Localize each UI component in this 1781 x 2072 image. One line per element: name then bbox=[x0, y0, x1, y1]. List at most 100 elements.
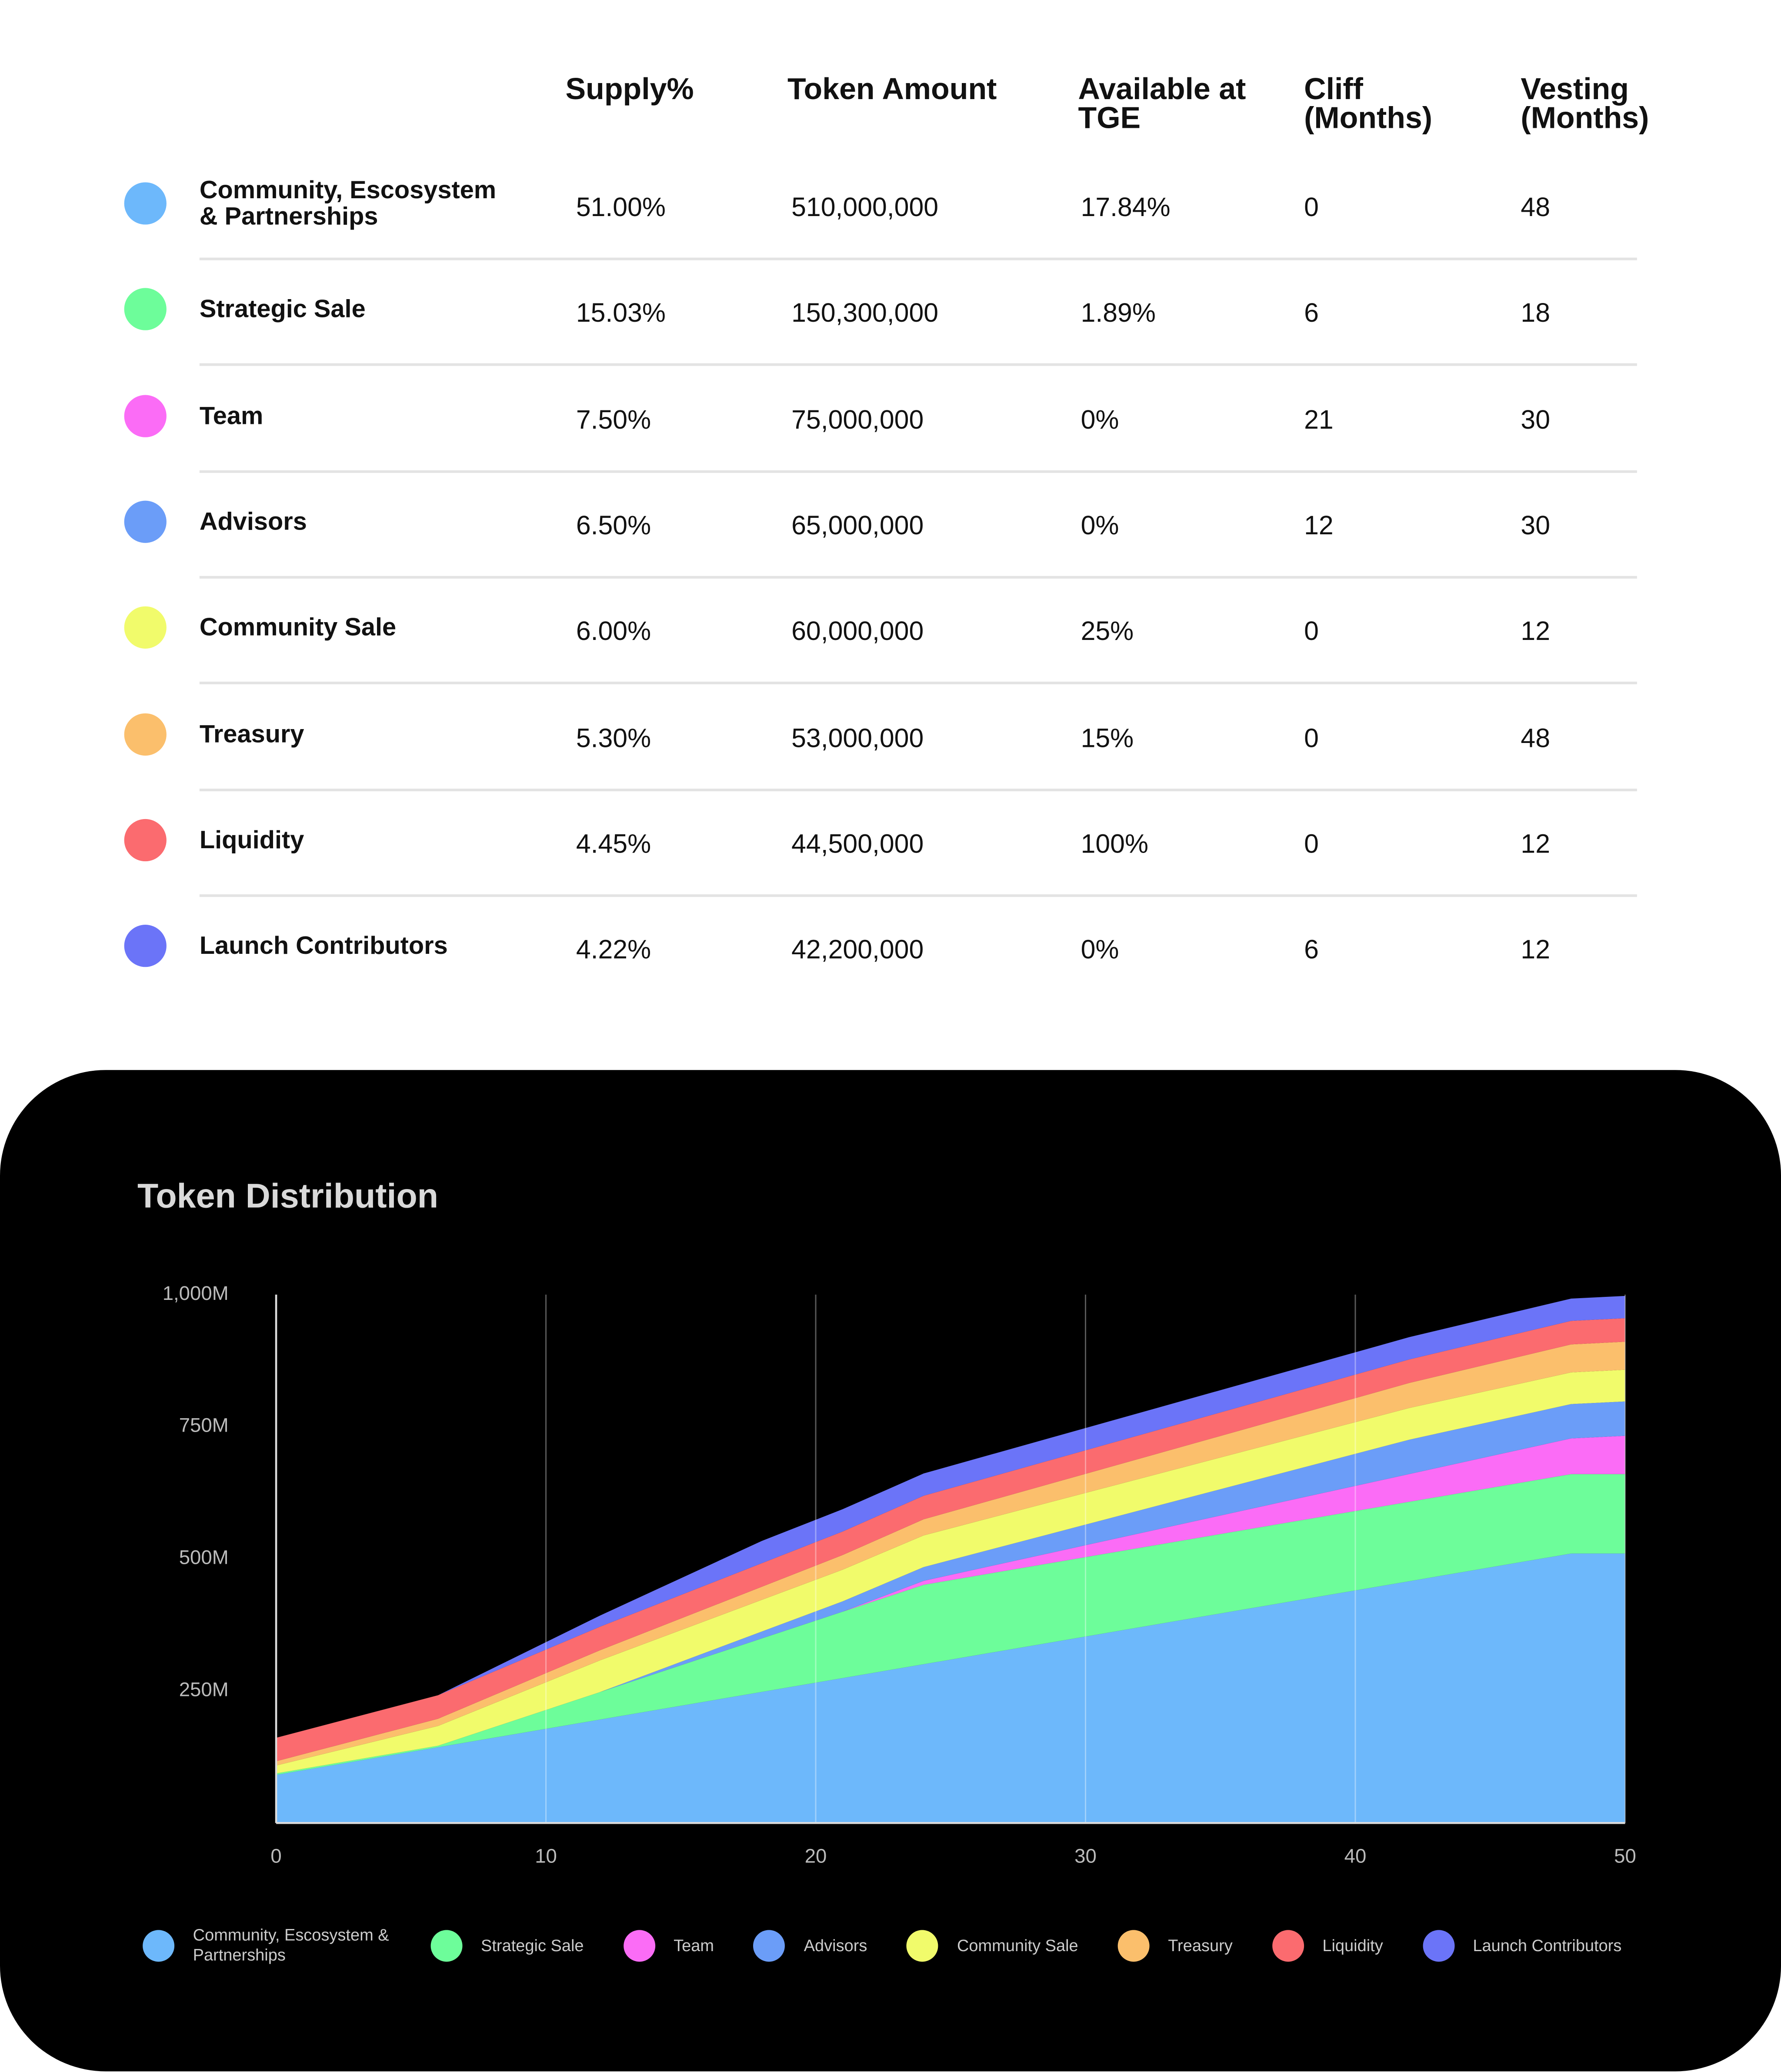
table-cell: 75,000,000 bbox=[791, 406, 924, 435]
legend-item: Treasury bbox=[1117, 1930, 1233, 1962]
table-cell: 1.89% bbox=[1081, 300, 1156, 329]
column-header: Cliff (Months) bbox=[1304, 71, 1433, 135]
area bbox=[276, 1318, 1625, 1762]
table-cell: 0 bbox=[1304, 830, 1319, 859]
column-header: Available at TGE bbox=[1078, 71, 1246, 135]
table-cell: 100% bbox=[1081, 830, 1149, 859]
table-cell: 7.50% bbox=[576, 406, 651, 435]
table-cell: 6.00% bbox=[576, 618, 651, 647]
legend-label: Team bbox=[674, 1936, 714, 1955]
table-cell: 0 bbox=[1304, 618, 1319, 647]
table-cell: 0 bbox=[1304, 724, 1319, 753]
table-cell: 30 bbox=[1521, 406, 1551, 435]
legend-item: Strategic Sale bbox=[430, 1930, 584, 1962]
table-cell: 53,000,000 bbox=[791, 724, 924, 753]
column-header: Token Amount bbox=[787, 71, 997, 106]
legend-swatch bbox=[1117, 1930, 1150, 1962]
y-tick-label: 250M bbox=[179, 1678, 229, 1700]
legend-swatch bbox=[623, 1930, 655, 1962]
legend-label: Community, Escosystem & Partnerships bbox=[193, 1926, 389, 1965]
table-cell: 510,000,000 bbox=[791, 193, 939, 223]
x-tick-label: 40 bbox=[1344, 1845, 1367, 1867]
legend-swatch bbox=[907, 1930, 939, 1962]
table-cell: 48 bbox=[1521, 724, 1551, 753]
row-name: Launch Contributors bbox=[199, 933, 448, 961]
legend-label: Treasury bbox=[1168, 1936, 1233, 1955]
legend-label: Launch Contributors bbox=[1473, 1936, 1622, 1955]
row-dot bbox=[124, 925, 167, 967]
legend-swatch bbox=[1422, 1930, 1454, 1962]
table-cell: 51.00% bbox=[576, 193, 666, 223]
x-tick-label: 0 bbox=[270, 1845, 281, 1867]
table-cell: 12 bbox=[1304, 512, 1334, 541]
table-cell: 25% bbox=[1081, 618, 1134, 647]
row-dot bbox=[124, 606, 167, 649]
table-cell: 0% bbox=[1081, 512, 1119, 541]
row-divider bbox=[199, 470, 1637, 473]
y-tick-label: 1,000M bbox=[163, 1282, 229, 1304]
chart-card: Token Distribution 0 10 20 30 40 50 250M 500M 75… bbox=[0, 1070, 1781, 2072]
x-tick-label: 20 bbox=[805, 1845, 827, 1867]
table-cell: 30 bbox=[1521, 512, 1551, 541]
table-cell: 0 bbox=[1304, 193, 1319, 223]
row-dot bbox=[124, 288, 167, 331]
table-cell: 21 bbox=[1304, 406, 1334, 435]
legend-swatch bbox=[754, 1930, 786, 1962]
table-cell: 6 bbox=[1304, 936, 1319, 965]
legend-swatch bbox=[430, 1930, 463, 1962]
row-dot bbox=[124, 819, 167, 861]
table-cell: 12 bbox=[1521, 830, 1551, 859]
table-cell: 12 bbox=[1521, 936, 1551, 965]
row-name: Strategic Sale bbox=[199, 296, 366, 324]
chart-title: Token Distribution bbox=[137, 1176, 439, 1216]
column-header: Vesting (Months) bbox=[1521, 71, 1649, 135]
table-cell: 15.03% bbox=[576, 300, 666, 329]
table-cell: 6 bbox=[1304, 300, 1319, 329]
legend-swatch bbox=[1272, 1930, 1304, 1962]
row-dot bbox=[124, 182, 167, 225]
table-cell: 5.30% bbox=[576, 724, 651, 753]
row-name: Community, Escosystem & Partnerships bbox=[199, 177, 497, 231]
table-cell: 65,000,000 bbox=[791, 512, 924, 541]
row-name: Liquidity bbox=[199, 826, 304, 855]
area bbox=[276, 1553, 1625, 1823]
area bbox=[276, 1436, 1625, 1774]
legend: Community, Escosystem & Partnerships Stra… bbox=[143, 1926, 1661, 1965]
legend-swatch bbox=[143, 1930, 175, 1962]
legend-label: Community Sale bbox=[957, 1936, 1078, 1955]
table-cell: 4.22% bbox=[576, 936, 651, 965]
table-cell: 6.50% bbox=[576, 512, 651, 541]
chart: 0 10 20 30 40 50 250M 500M 750M 1,000M bbox=[163, 1282, 1636, 1867]
legend-item: Liquidity bbox=[1272, 1930, 1383, 1962]
area bbox=[276, 1296, 1625, 1738]
table-cell: 0% bbox=[1081, 406, 1119, 435]
area bbox=[276, 1474, 1625, 1775]
area bbox=[276, 1401, 1625, 1774]
legend-item: Community Sale bbox=[907, 1930, 1078, 1962]
y-tick-label: 500M bbox=[179, 1546, 229, 1569]
legend-label: Strategic Sale bbox=[481, 1936, 584, 1955]
x-tick-label: 10 bbox=[535, 1845, 557, 1867]
row-divider bbox=[199, 257, 1637, 260]
legend-item: Community, Escosystem & Partnerships bbox=[143, 1926, 391, 1965]
legend-item: Team bbox=[623, 1930, 714, 1962]
row-dot bbox=[124, 500, 167, 543]
x-tick-label: 50 bbox=[1614, 1845, 1636, 1867]
table-cell: 17.84% bbox=[1081, 193, 1171, 223]
row-divider bbox=[199, 363, 1637, 366]
table-cell: 42,200,000 bbox=[791, 936, 924, 965]
row-divider bbox=[199, 788, 1637, 791]
row-divider bbox=[199, 576, 1637, 579]
area bbox=[276, 1369, 1625, 1774]
table-cell: 44,500,000 bbox=[791, 830, 924, 859]
row-name: Advisors bbox=[199, 508, 307, 536]
row-name: Community Sale bbox=[199, 614, 397, 643]
table-cell: 18 bbox=[1521, 300, 1551, 329]
legend-item: Launch Contributors bbox=[1422, 1930, 1622, 1962]
row-name: Treasury bbox=[199, 720, 304, 749]
row-name: Team bbox=[199, 402, 263, 430]
table-cell: 60,000,000 bbox=[791, 618, 924, 647]
table-cell: 15% bbox=[1081, 724, 1134, 753]
x-tick-label: 30 bbox=[1074, 1845, 1097, 1867]
